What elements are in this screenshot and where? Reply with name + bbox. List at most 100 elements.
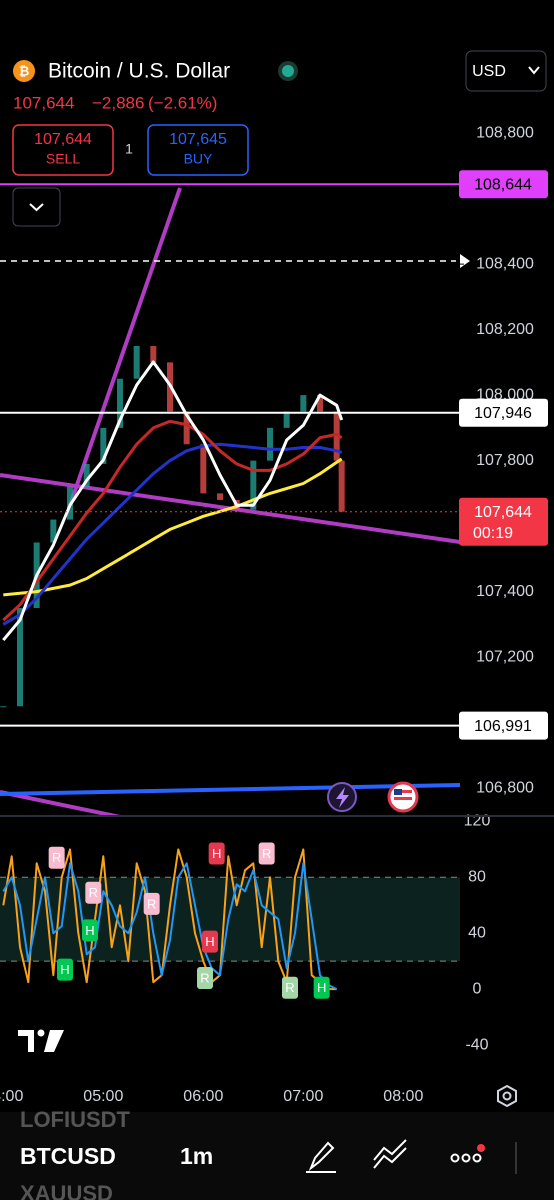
countdown: 00:19	[473, 525, 513, 542]
signal-label: H	[60, 962, 69, 977]
candle	[183, 411, 190, 445]
signal-marker	[143, 892, 160, 915]
price-tag-label: 106,991	[474, 718, 532, 735]
flag-stripe	[394, 790, 412, 793]
signal-label: R	[200, 970, 209, 985]
signal-label: H	[85, 923, 94, 938]
prev-symbol[interactable]: LOFIUSDT	[20, 1107, 131, 1132]
candle	[250, 460, 257, 510]
spread: 1	[125, 141, 133, 157]
series-line	[2, 360, 344, 642]
signal-label: H	[205, 934, 214, 949]
price-tag-label: 107,644	[474, 504, 532, 521]
signal-marker	[197, 966, 213, 989]
symbol[interactable]: BTCUSD	[20, 1143, 116, 1169]
collapse-button[interactable]	[12, 187, 61, 227]
candle	[300, 395, 307, 412]
draw-icon[interactable]	[306, 1141, 336, 1173]
flag-stripe	[394, 797, 412, 800]
signal-label: R	[147, 896, 156, 911]
signal-marker	[48, 846, 65, 869]
buy-button[interactable]	[147, 124, 249, 176]
y-tick-label: 107,800	[476, 452, 534, 469]
candle	[17, 608, 23, 707]
signal-label: R	[89, 885, 98, 900]
next-symbol[interactable]: XAUUSD	[20, 1181, 113, 1200]
signal-marker	[313, 976, 330, 999]
coin-logo	[13, 60, 35, 82]
lightning	[336, 787, 349, 808]
y-tick-label: 106,800	[476, 779, 534, 796]
signal-marker	[82, 919, 98, 942]
candle	[217, 493, 223, 500]
candle	[50, 519, 57, 543]
series-line	[2, 442, 343, 626]
market-status	[282, 65, 294, 77]
candle	[338, 460, 345, 512]
x-tick-label: 06:00	[183, 1088, 223, 1105]
x-tick-label: 07:00	[283, 1088, 323, 1105]
sell-button[interactable]	[12, 124, 114, 176]
settings-icon[interactable]	[497, 1084, 517, 1108]
chevron	[29, 203, 44, 212]
candle	[267, 427, 273, 461]
price-tag	[459, 398, 548, 427]
candle	[0, 706, 7, 708]
signal-marker	[258, 842, 275, 865]
signal-label: H	[317, 980, 326, 995]
y-tick-label: 40	[468, 924, 486, 941]
badge	[477, 1144, 485, 1152]
x-tick-label: 04:00	[0, 1088, 23, 1105]
signal-label: R	[52, 850, 61, 865]
indicators-icon[interactable]	[373, 1139, 407, 1169]
series-line	[3, 457, 343, 597]
price-tag	[459, 711, 548, 740]
sell-label: SELL	[46, 151, 80, 167]
change: −2,886	[92, 93, 144, 112]
y-tick-label: 108,200	[476, 321, 534, 338]
currency-select[interactable]	[465, 50, 547, 92]
y-tick-label: 107,200	[476, 648, 534, 665]
signal-marker	[85, 881, 102, 904]
signal-label: R	[285, 980, 294, 995]
logo-part	[37, 1029, 45, 1037]
candle	[133, 345, 140, 379]
trendline	[68, 187, 182, 506]
signal-marker	[208, 842, 225, 865]
more-icon[interactable]	[450, 1144, 486, 1163]
buy-label: BUY	[184, 151, 213, 167]
trendline	[0, 783, 460, 796]
candle	[200, 444, 207, 494]
interval[interactable]: 1m	[180, 1143, 213, 1169]
candle	[117, 378, 123, 428]
change-pct: (−2.61%)	[148, 93, 217, 112]
buy-price: 107,645	[169, 131, 227, 148]
signal-label: R	[262, 846, 271, 861]
y-tick-label: 108,400	[476, 255, 534, 272]
dot	[450, 1153, 460, 1163]
chevron	[528, 66, 540, 75]
candle	[317, 395, 323, 412]
level-band	[0, 877, 460, 962]
candle	[83, 463, 90, 487]
trendline	[0, 790, 121, 815]
signal-marker	[282, 976, 298, 999]
signal-label: H	[212, 846, 221, 861]
candle	[283, 411, 290, 428]
price-tag	[459, 497, 548, 546]
settings-hole	[502, 1091, 512, 1101]
price-tag-label: 107,946	[474, 405, 532, 422]
price-tag-label: 108,644	[474, 176, 532, 193]
x-tick-label: 05:00	[83, 1088, 123, 1105]
sell-price: 107,644	[34, 131, 92, 148]
series-line	[2, 862, 338, 990]
coin-glyph: ₿	[19, 63, 30, 78]
y-tick-label: 80	[468, 869, 486, 886]
series-line	[2, 419, 343, 622]
price-tag	[459, 170, 548, 199]
y-tick-label: -40	[465, 1036, 488, 1053]
flag-canton	[394, 789, 402, 795]
currency: USD	[472, 63, 506, 80]
